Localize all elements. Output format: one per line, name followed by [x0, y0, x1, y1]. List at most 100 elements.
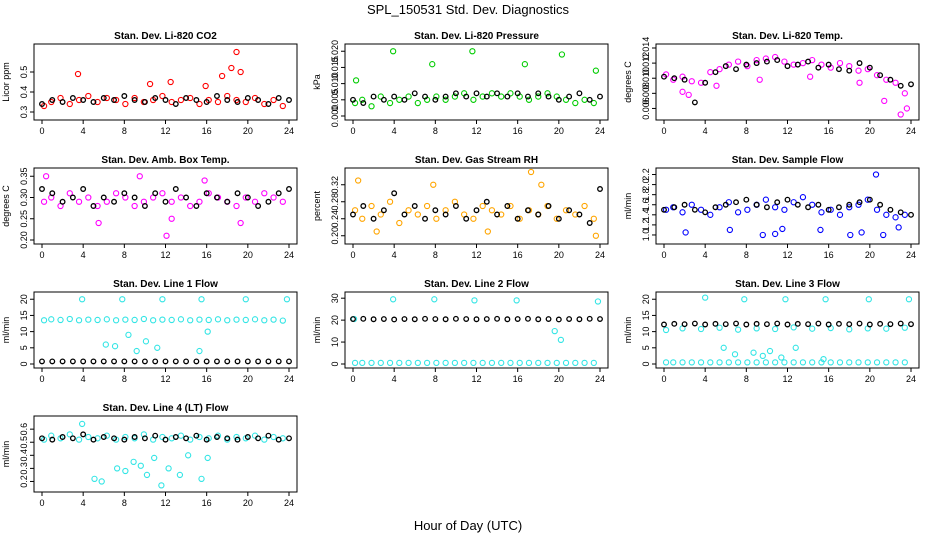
reference-point — [712, 69, 719, 76]
reference-point — [401, 316, 408, 322]
chart-panel-1: Stan. Dev. Li-820 CO2 Licor ppm 0 4 8 12 16 20 2… — [1, 31, 298, 136]
data-point — [864, 359, 871, 366]
reference-point — [370, 93, 377, 100]
data-point — [756, 76, 763, 83]
reference-point — [753, 320, 760, 327]
reference-point — [90, 99, 97, 105]
reference-point — [566, 316, 573, 322]
data-point — [716, 359, 723, 366]
y-tick-label: 0.4 — [19, 449, 29, 462]
y-tick-label: 0.4 — [19, 86, 29, 99]
plot-frame — [655, 291, 920, 369]
reference-point — [597, 93, 603, 100]
data-point — [233, 316, 240, 323]
reference-point — [897, 82, 904, 89]
y-tick-label: 1.6 — [641, 198, 651, 211]
x-tick-label: 8 — [744, 250, 749, 260]
reference-point — [743, 196, 750, 203]
data-point — [488, 359, 496, 367]
reference-point — [681, 321, 688, 328]
reference-point — [59, 99, 66, 105]
reference-point — [712, 320, 719, 327]
reference-point — [908, 81, 914, 88]
data-point — [790, 359, 797, 366]
data-point — [224, 317, 231, 324]
data-point — [119, 296, 126, 303]
reference-point — [422, 215, 428, 222]
reference-point — [121, 436, 128, 443]
reference-point — [805, 58, 812, 65]
data-point — [98, 478, 105, 485]
data-point — [78, 296, 86, 303]
x-tick-label: 4 — [81, 498, 86, 508]
reference-point — [671, 204, 678, 211]
data-point — [202, 82, 209, 90]
chart-panel-3: Stan. Dev. Li-820 Temp. degrees C 0 4 8 12 16 2… — [623, 31, 920, 136]
plot-frame — [33, 43, 298, 121]
data-point — [779, 225, 786, 233]
data-point — [471, 297, 478, 304]
data-point — [270, 96, 277, 104]
data-points — [661, 171, 914, 239]
x-tick-label: 8 — [122, 374, 127, 384]
reference-point — [49, 358, 56, 365]
data-point — [750, 349, 757, 356]
reference-point — [214, 434, 220, 440]
reference-point — [504, 316, 511, 323]
reference-point — [286, 435, 292, 442]
data-point — [377, 359, 384, 367]
x-tick-label: 4 — [392, 250, 397, 260]
data-point — [359, 359, 366, 367]
reference-point — [244, 194, 251, 201]
x-tick-label: 20 — [243, 498, 253, 508]
reference-point — [483, 198, 490, 205]
x-tick-label: 20 — [865, 374, 875, 384]
data-point — [214, 98, 222, 106]
reference-point — [131, 434, 138, 440]
reference-point — [214, 93, 220, 99]
y-tick-label: 1.4 — [641, 209, 651, 222]
reference-point — [856, 199, 863, 206]
x-tick-label: 16 — [824, 374, 834, 384]
y-axis-label: degrees C — [1, 185, 11, 227]
data-point — [48, 316, 55, 323]
data-point — [66, 315, 73, 323]
data-point — [507, 202, 514, 210]
reference-point — [100, 434, 107, 440]
reference-point — [825, 321, 832, 328]
data-point — [429, 61, 436, 68]
reference-point — [49, 97, 56, 103]
reference-point — [846, 201, 853, 208]
x-tick-label: 20 — [865, 250, 875, 260]
data-point — [396, 96, 403, 103]
figure-x-axis-label: Hour of Day (UTC) — [414, 518, 522, 533]
y-tick-label: 0.20 — [19, 231, 29, 249]
reference-point — [391, 190, 398, 197]
reference-point — [586, 315, 593, 322]
data-point — [903, 105, 911, 112]
data-point — [359, 215, 366, 222]
data-point — [741, 296, 748, 303]
data-point — [901, 90, 908, 97]
reference-point — [203, 190, 210, 197]
data-point — [196, 347, 203, 355]
y-axis-label: kPa — [312, 74, 322, 90]
reference-point — [69, 435, 76, 442]
reference-point — [286, 97, 292, 103]
data-point — [270, 316, 277, 323]
data-point — [102, 341, 109, 348]
y-axis-label: ml/min — [623, 193, 633, 220]
y-tick-label: 5 — [641, 345, 651, 350]
reference-point — [463, 316, 470, 322]
x-tick-label: 0 — [39, 374, 44, 384]
x-tick-label: 24 — [906, 250, 916, 260]
reference-point — [691, 99, 698, 106]
reference-point — [774, 320, 781, 327]
data-point — [883, 359, 890, 366]
reference-point — [597, 316, 603, 322]
reference-point — [877, 72, 884, 79]
data-point — [544, 90, 551, 97]
reference-point — [743, 321, 750, 328]
x-tick-label: 16 — [202, 498, 212, 508]
data-point — [759, 231, 766, 239]
